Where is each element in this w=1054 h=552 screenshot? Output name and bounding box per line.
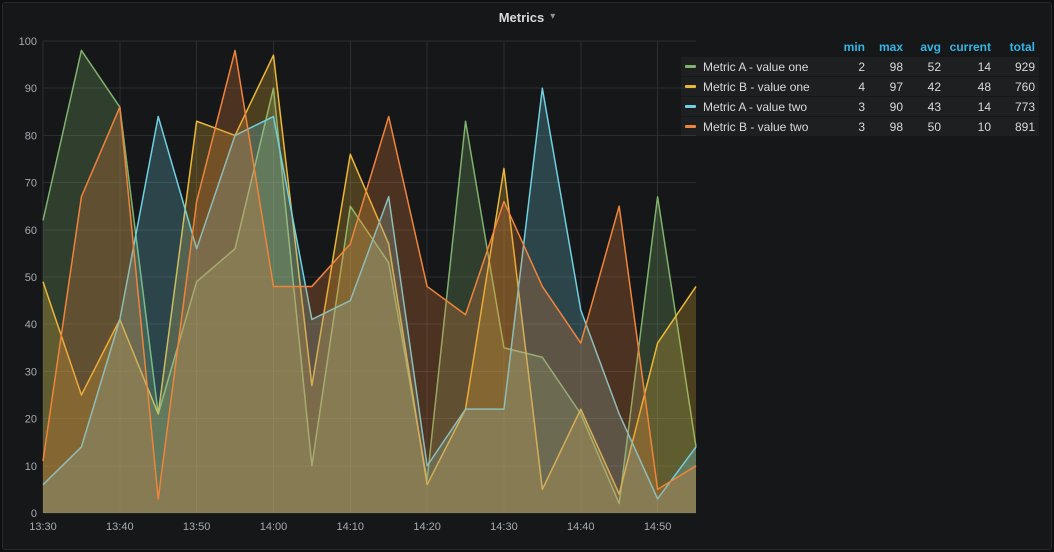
legend-header-row: min max avg current total [681, 37, 1039, 56]
y-axis-label: 20 [25, 414, 37, 426]
y-axis-label: 60 [25, 225, 37, 237]
x-axis-label: 13:50 [183, 521, 211, 533]
legend-series-name[interactable]: Metric A - value one [703, 59, 809, 74]
x-axis-label: 14:30 [490, 521, 518, 533]
legend-value-total: 760 [1014, 79, 1035, 94]
legend-series-name[interactable]: Metric B - value two [703, 119, 809, 134]
legend-row-metric-a-value-two[interactable]: Metric A - value two 3 90 43 14 773 [681, 97, 1039, 116]
legend-value-current: 14 [977, 59, 991, 74]
y-axis-label: 70 [25, 178, 37, 190]
y-axis-label: 90 [25, 83, 37, 95]
y-axis-label: 0 [31, 508, 37, 520]
series-area-metric-a-value-two [43, 88, 696, 513]
series-area-metric-b-value-one [43, 55, 696, 513]
y-axis-label: 10 [25, 461, 37, 473]
legend-value-avg: 50 [927, 119, 941, 134]
panel-header[interactable]: Metrics ▾ [3, 3, 1051, 31]
legend-value-current: 14 [977, 99, 991, 114]
series-line-metric-b-value-one [42, 54, 697, 495]
x-axis-label: 14:10 [337, 521, 365, 533]
series-color-icon [685, 125, 696, 128]
x-axis-label: 14:50 [644, 521, 672, 533]
legend-value-min: 2 [858, 59, 865, 74]
legend-series-name[interactable]: Metric A - value two [703, 99, 808, 114]
x-axis-label: 14:20 [413, 521, 441, 533]
series-area-metric-a-value-one [43, 50, 696, 513]
y-axis-label: 80 [25, 130, 37, 142]
legend-series-label: Metric A - value one [685, 60, 831, 74]
x-axis-label: 13:40 [106, 521, 134, 533]
chart-area[interactable]: 0 10 20 30 40 50 60 70 80 90 100 13:30 13:40 13:50 14:… [3, 31, 705, 546]
legend-value-max: 97 [889, 79, 903, 94]
chevron-down-icon[interactable]: ▾ [550, 11, 556, 22]
legend-value-current: 48 [977, 79, 991, 94]
y-axis-label: 50 [25, 272, 37, 284]
legend-value-min: 3 [858, 119, 865, 134]
legend-column-max[interactable]: max [878, 39, 903, 54]
x-axis-label: 14:00 [260, 521, 288, 533]
panel-title[interactable]: Metrics [498, 9, 545, 25]
legend-column-current[interactable]: current [949, 39, 991, 54]
legend-series-label: Metric B - value one [685, 80, 831, 94]
legend-value-current: 10 [977, 119, 991, 134]
legend-series-label: Metric B - value two [685, 120, 831, 134]
legend-column-min[interactable]: min [843, 39, 865, 54]
legend: min max avg current total Metric A - value on… [681, 37, 1039, 137]
legend-value-avg: 43 [927, 99, 941, 114]
legend-value-max: 98 [889, 119, 903, 134]
legend-value-max: 98 [889, 59, 903, 74]
y-axis-label: 100 [19, 36, 37, 48]
series-color-icon [685, 85, 696, 88]
legend-value-min: 4 [858, 79, 865, 94]
legend-value-max: 90 [889, 99, 903, 114]
series-line-metric-b-value-two [42, 49, 697, 500]
x-axis-label: 13:30 [29, 521, 57, 533]
series-line-metric-a-value-one [42, 49, 697, 505]
y-axis-label: 30 [25, 366, 37, 378]
legend-column-avg[interactable]: avg [920, 39, 941, 54]
y-axis-label: 40 [25, 319, 37, 331]
legend-row-metric-a-value-one[interactable]: Metric A - value one 2 98 52 14 929 [681, 57, 1039, 76]
legend-row-metric-b-value-one[interactable]: Metric B - value one 4 97 42 48 760 [681, 77, 1039, 96]
series-color-icon [685, 105, 696, 108]
legend-column-total[interactable]: total [1009, 39, 1035, 54]
x-axis-label: 14:40 [567, 521, 595, 533]
legend-value-total: 773 [1014, 99, 1035, 114]
metrics-chart-svg[interactable]: 0 10 20 30 40 50 60 70 80 90 100 13:30 13:40 13:50 14:… [3, 31, 705, 546]
legend-value-avg: 52 [927, 59, 941, 74]
legend-row-metric-b-value-two[interactable]: Metric B - value two 3 98 50 10 891 [681, 117, 1039, 136]
series-line-metric-a-value-two [42, 87, 697, 500]
legend-series-name[interactable]: Metric B - value one [703, 79, 810, 94]
legend-value-total: 929 [1014, 59, 1035, 74]
series-color-icon [685, 65, 696, 68]
legend-value-avg: 42 [927, 79, 941, 94]
legend-value-min: 3 [858, 99, 865, 114]
legend-series-label: Metric A - value two [685, 100, 831, 114]
legend-value-total: 891 [1014, 119, 1035, 134]
